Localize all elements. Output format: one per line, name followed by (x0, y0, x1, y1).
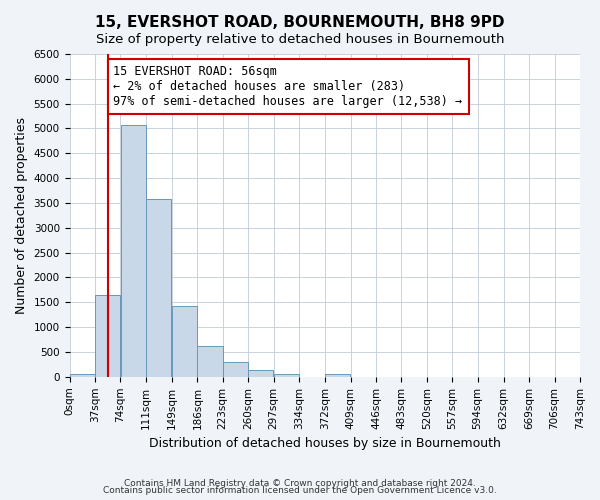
Bar (197, 346, 223, 377)
Text: 15 EVERSHOT ROAD: 56sqm
← 2% of detached houses are smaller (283)
97% of semi-de: 15 EVERSHOT ROAD: 56sqm ← 2% of detached… (113, 65, 463, 108)
Bar (146, 199, 171, 377)
Bar (248, 370, 274, 377)
Text: Size of property relative to detached houses in Bournemouth: Size of property relative to detached ho… (96, 32, 504, 46)
Text: 15, EVERSHOT ROAD, BOURNEMOUTH, BH8 9PD: 15, EVERSHOT ROAD, BOURNEMOUTH, BH8 9PD (95, 15, 505, 30)
X-axis label: Distribution of detached houses by size in Bournemouth: Distribution of detached houses by size … (149, 437, 501, 450)
Y-axis label: Number of detached properties: Number of detached properties (15, 117, 28, 314)
Bar (325, 374, 350, 377)
Bar (121, 125, 146, 377)
Text: Contains HM Land Registry data © Crown copyright and database right 2024.: Contains HM Land Registry data © Crown c… (124, 478, 476, 488)
Bar (172, 306, 197, 377)
Bar (95, 295, 120, 377)
Bar (274, 374, 299, 377)
Text: Contains public sector information licensed under the Open Government Licence v3: Contains public sector information licen… (103, 486, 497, 495)
Bar (223, 362, 248, 377)
Bar (70, 374, 95, 377)
